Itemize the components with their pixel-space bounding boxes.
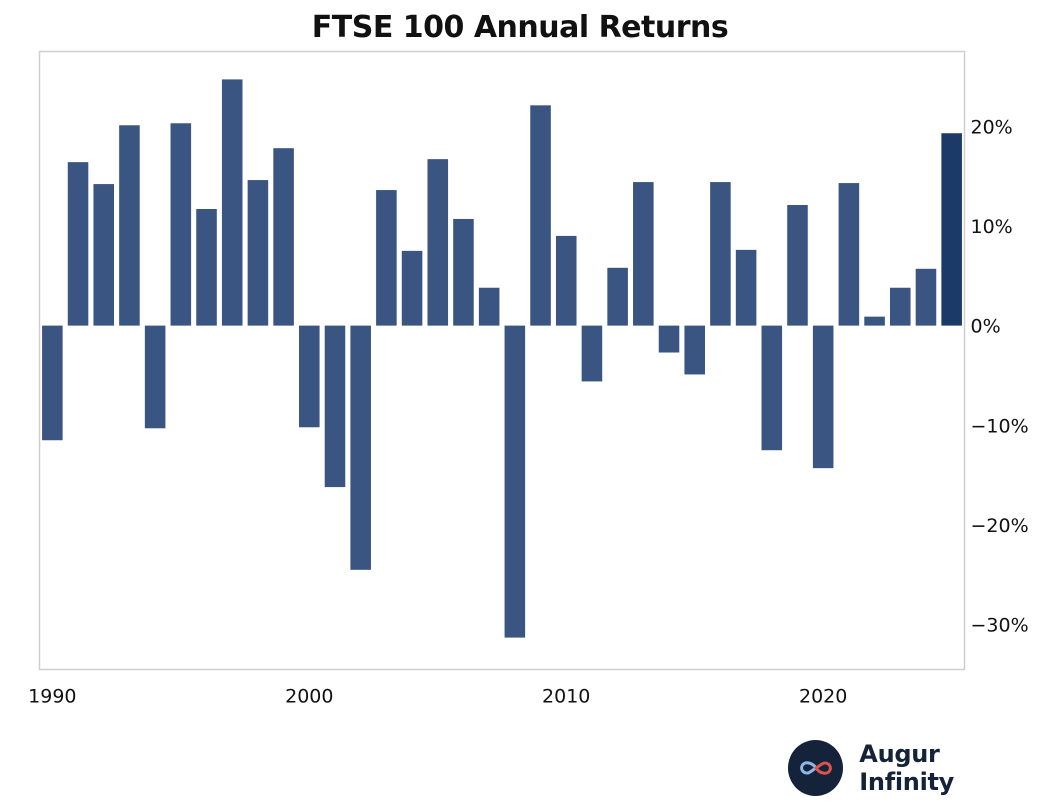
bar-1998 — [247, 180, 269, 326]
bar-2005 — [427, 159, 449, 326]
bar-chart: 1990 2000 2010 2020 20% 10% 0% −10% −20% −30% — [28, 50, 1029, 708]
bar-2019 — [787, 205, 808, 326]
bar-2008 — [504, 325, 526, 638]
bar-2006 — [453, 218, 474, 326]
bars-group — [42, 79, 962, 638]
y-tick-label-3: −10% — [971, 415, 1029, 437]
brand-badge: Augur Infinity — [788, 740, 1040, 796]
bar-2007 — [478, 287, 500, 326]
bar-1995 — [170, 123, 192, 326]
bar-2009 — [530, 105, 551, 326]
bar-2016 — [710, 182, 731, 326]
bar-2021 — [838, 183, 860, 326]
y-tick-label-5: −30% — [971, 615, 1029, 637]
bar-1990 — [42, 325, 63, 441]
bar-2015 — [684, 325, 705, 375]
bar-1996 — [196, 208, 217, 326]
bar-2024 — [915, 268, 937, 326]
bar-1999 — [273, 148, 294, 326]
bar-2022 — [864, 316, 885, 326]
bar-1997 — [221, 79, 243, 326]
x-tick-label-2000: 2000 — [285, 686, 333, 708]
chart-title: FTSE 100 Annual Returns — [311, 10, 729, 45]
bar-2013 — [633, 182, 654, 326]
x-tick-label-1990: 1990 — [28, 686, 76, 708]
bar-2001 — [324, 325, 346, 488]
bar-1993 — [119, 125, 140, 326]
bar-2014 — [658, 325, 680, 353]
bar-2004 — [401, 250, 423, 326]
x-tick-label-2020: 2020 — [799, 686, 847, 708]
bar-2010 — [555, 235, 577, 326]
plot-area — [38, 50, 966, 671]
bar-1994 — [144, 325, 166, 429]
bar-2002 — [350, 325, 371, 570]
bar-2000 — [299, 325, 320, 428]
x-tick-label-2010: 2010 — [542, 686, 590, 708]
bar-2003 — [376, 190, 397, 326]
y-axis: 20% 10% 0% −10% −20% −30% — [971, 116, 1029, 636]
bar-2023 — [889, 287, 911, 326]
infinity-icon — [788, 740, 844, 796]
bar-2020 — [812, 325, 834, 469]
bar-2025 — [941, 133, 962, 326]
bar-2017 — [735, 249, 757, 326]
brand-name: Augur Infinity — [859, 740, 955, 796]
y-tick-label-1: 10% — [971, 216, 1013, 238]
y-tick-label-0: 20% — [971, 116, 1013, 138]
bar-1992 — [93, 184, 115, 326]
y-tick-label-4: −20% — [971, 515, 1029, 537]
bar-1991 — [67, 162, 89, 326]
bar-2012 — [607, 267, 628, 326]
bar-2018 — [761, 325, 783, 451]
y-tick-label-2: 0% — [971, 316, 1001, 338]
bar-2011 — [581, 325, 603, 382]
x-axis: 1990 2000 2010 2020 — [28, 686, 847, 708]
